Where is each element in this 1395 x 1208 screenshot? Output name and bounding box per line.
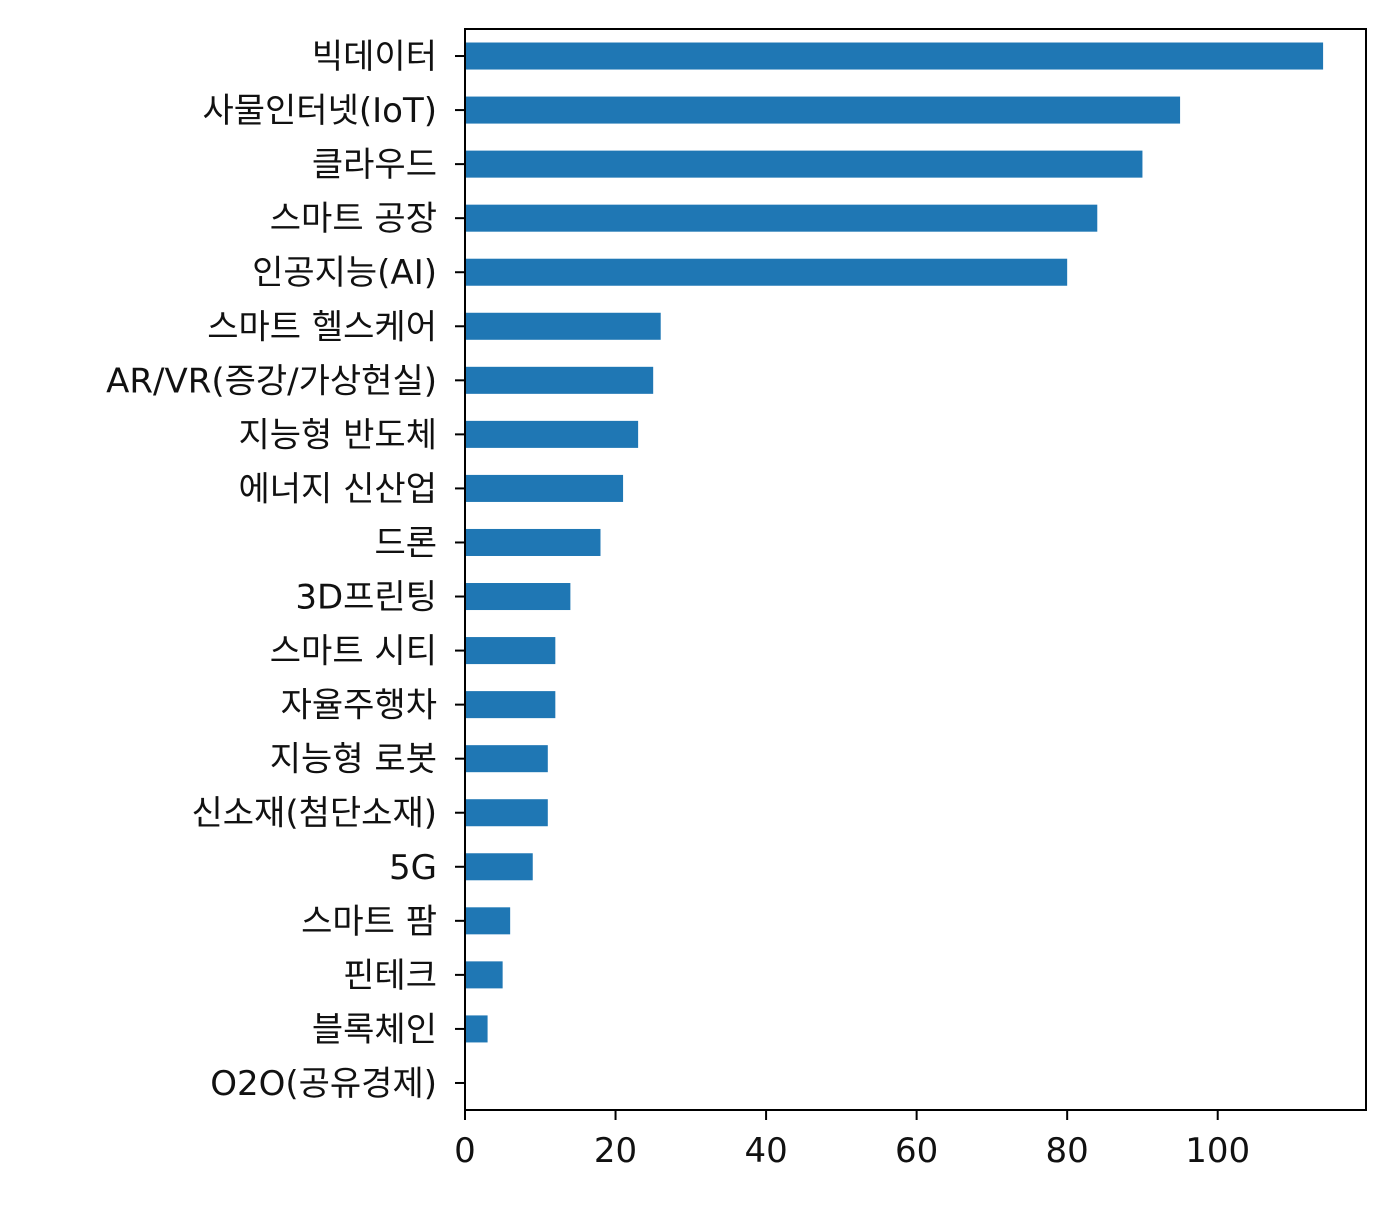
y-tick-label: 에너지 신산업 xyxy=(239,469,438,509)
bar xyxy=(465,150,1143,178)
bar xyxy=(465,907,511,935)
bar xyxy=(465,583,571,611)
bar xyxy=(465,637,556,665)
bar xyxy=(465,474,624,502)
y-tick-label: O2O(공유경제) xyxy=(210,1064,437,1104)
bar xyxy=(465,528,601,556)
y-tick-label: 지능형 로봇 xyxy=(270,740,437,780)
bar xyxy=(465,691,556,719)
bar xyxy=(465,745,548,773)
y-tick-label: 핀테크 xyxy=(343,956,437,996)
y-tick-label: 스마트 팜 xyxy=(301,902,437,942)
y-tick-label: 스마트 공장 xyxy=(270,199,437,239)
y-tick-label: 사물인터넷(IoT) xyxy=(202,91,437,131)
x-axis: 0 20 40 60 80 100 xyxy=(454,1110,1250,1171)
bar xyxy=(465,420,639,448)
bar xyxy=(465,42,1324,70)
y-tick-label: AR/VR(증강/가상현실) xyxy=(106,361,437,401)
y-tick-label: 드론 xyxy=(374,523,437,563)
bar xyxy=(465,312,661,340)
plot-frame xyxy=(464,28,1367,1111)
x-tick-label: 80 xyxy=(1046,1131,1089,1171)
y-tick-label: 클라우드 xyxy=(312,145,437,185)
bar xyxy=(465,258,1068,286)
bar xyxy=(465,853,533,881)
y-tick-label: 빅데이터 xyxy=(312,37,437,77)
bar xyxy=(465,96,1181,124)
y-tick-label: 스마트 헬스케어 xyxy=(207,307,437,347)
y-tick-label: 스마트 시티 xyxy=(270,632,437,672)
bars-group xyxy=(465,42,1324,1043)
y-tick-label: 자율주행차 xyxy=(281,686,437,726)
x-tick-label: 60 xyxy=(895,1131,938,1171)
y-tick-label: 블록체인 xyxy=(312,1010,437,1050)
y-tick-label: 인공지능(AI) xyxy=(252,253,437,293)
bar xyxy=(465,366,654,394)
x-tick-label: 40 xyxy=(744,1131,787,1171)
x-tick-label: 0 xyxy=(454,1131,476,1171)
bar xyxy=(465,1015,488,1043)
y-tick-label: 3D프린팅 xyxy=(295,578,437,618)
y-tick-label: 신소재(첨단소재) xyxy=(192,794,438,834)
x-tick-label: 100 xyxy=(1185,1131,1250,1171)
y-tick-label: 5G xyxy=(389,848,437,888)
bar xyxy=(465,799,548,827)
bar xyxy=(465,961,503,989)
y-tick-label: 지능형 반도체 xyxy=(239,415,438,455)
x-tick-label: 20 xyxy=(594,1131,637,1171)
bar xyxy=(465,204,1098,232)
